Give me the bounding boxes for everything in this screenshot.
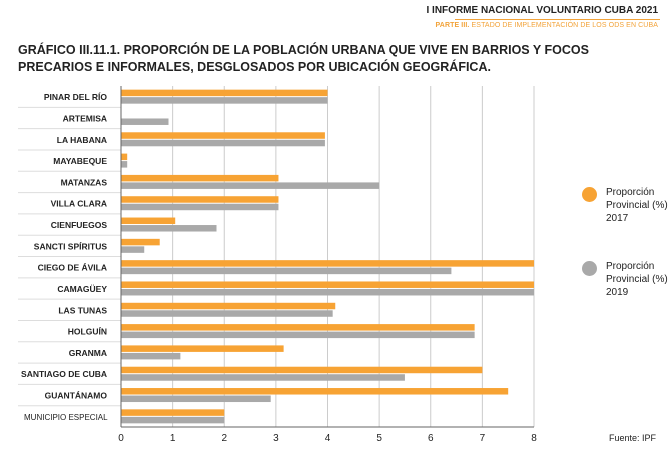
x-tick-label: 4	[325, 433, 331, 444]
report-title: I INFORME NACIONAL VOLUNTARIO CUBA 2021	[426, 5, 659, 16]
legend-label-2019: Proporción Provincial (%) 2019	[606, 261, 668, 298]
x-tick-label: 1	[170, 433, 176, 444]
bar-2019	[121, 203, 279, 211]
category-label: MATANZAS	[61, 177, 108, 187]
section-label: PARTE III.	[435, 22, 470, 29]
category-label: MAYABEQUE	[53, 156, 107, 166]
category-label: LAS TUNAS	[58, 305, 107, 315]
bar-2017	[121, 174, 279, 182]
category-label: SANTIAGO DE CUBA	[21, 369, 107, 379]
chart-title: GRÁFICO III.11.1. PROPORCIÓN DE LA POBLA…	[18, 43, 589, 74]
legend-item-2017: Proporción Provincial (%) 2017	[582, 186, 668, 225]
source-note: Fuente: IPF	[608, 433, 656, 443]
legend-item-2019: Proporción Provincial (%) 2019	[582, 260, 668, 299]
bar-2017	[121, 89, 328, 97]
legend-swatch-2017	[582, 187, 597, 202]
category-label: ARTEMISA	[63, 113, 107, 123]
category-label: CAMAGÜEY	[57, 284, 107, 294]
x-tick-label: 5	[376, 433, 382, 444]
header-rule	[455, 19, 660, 20]
category-label: CIEGO DE ÁVILA	[38, 263, 107, 273]
bar-2017	[121, 281, 534, 288]
category-label: HOLGUÍN	[68, 327, 107, 337]
bar-2019	[121, 331, 475, 339]
x-tick-label: 7	[480, 433, 486, 444]
bar-2019	[121, 182, 380, 189]
category-label: GUANTÁNAMO	[45, 391, 108, 401]
bar-2017	[121, 260, 534, 267]
bar-2017	[121, 324, 475, 331]
bar-2017	[121, 238, 160, 246]
bar-2019	[121, 97, 328, 104]
bar-2017	[121, 196, 279, 203]
x-tick-label: 2	[221, 433, 227, 444]
category-label: MUNICIPIO ESPECIAL	[24, 413, 108, 422]
category-label: CIENFUEGOS	[51, 220, 108, 230]
x-tick-label: 8	[531, 433, 537, 444]
bar-2019	[121, 161, 128, 168]
x-tick-label: 3	[273, 433, 279, 444]
x-tick-label: 0	[118, 433, 124, 444]
bar-2017	[121, 345, 284, 352]
section-subtitle: PARTE III. ESTADO DE IMPLEMENTACIÓN DE L…	[436, 22, 658, 29]
bar-2019	[121, 310, 333, 317]
bar-2017	[121, 366, 483, 374]
bar-2019	[121, 118, 169, 125]
category-label: LA HABANA	[57, 135, 107, 145]
category-label: SANCTI SPÍRITUS	[34, 241, 108, 251]
bar-2019	[121, 225, 217, 232]
bar-2019	[121, 374, 405, 381]
x-tick-label: 6	[428, 433, 434, 444]
bar-2017	[121, 388, 509, 395]
bar-2019	[121, 416, 225, 424]
category-label: GRANMA	[69, 348, 107, 358]
legend-swatch-2019	[582, 261, 597, 276]
bar-2017	[121, 302, 336, 310]
bar-2017	[121, 409, 225, 416]
bar-2019	[121, 395, 271, 403]
bar-2017	[121, 153, 128, 161]
bar-2019	[121, 267, 452, 275]
bar-2019	[121, 246, 145, 253]
section-name: ESTADO DE IMPLEMENTACIÓN DE LOS ODS EN C…	[469, 22, 658, 29]
bar-2019	[121, 352, 181, 360]
bar-2019	[121, 288, 534, 296]
bar-2017	[121, 217, 176, 225]
bar-2017	[121, 132, 325, 139]
category-label: VILLA CLARA	[51, 199, 107, 209]
legend-label-2017: Proporción Provincial (%) 2017	[606, 187, 668, 224]
bar-2019	[121, 139, 325, 147]
category-label: PINAR DEL RÍO	[44, 92, 108, 102]
